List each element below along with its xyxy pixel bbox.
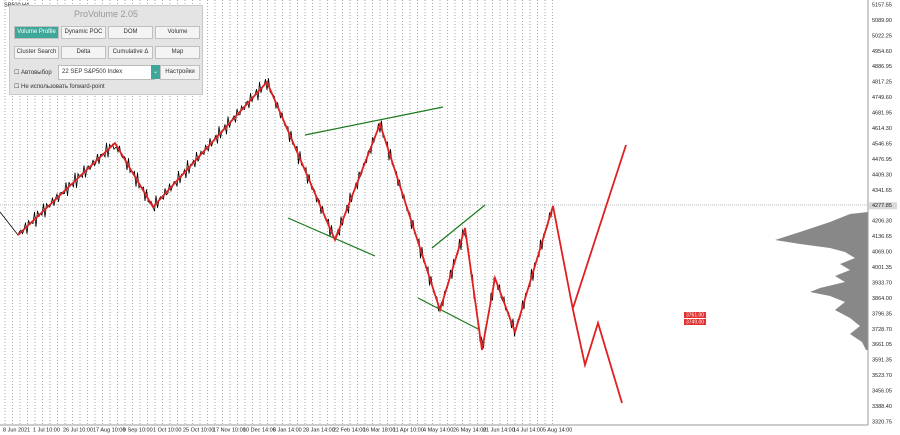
price-label: 5089.90 (872, 18, 892, 24)
time-label: 26 Jul 10:00 (63, 427, 93, 433)
level-label: 3749.00 (686, 319, 704, 325)
time-label: 1 Oct 10:00 (153, 427, 181, 433)
projection (572, 144, 627, 309)
price-label: 4206.30 (872, 219, 892, 225)
auto-select-label: Автовыбор (21, 70, 52, 76)
settings-button[interactable]: Настройки (160, 65, 200, 80)
panel-button[interactable]: Delta (61, 46, 106, 59)
time-label: 22 Feb 14:00 (333, 427, 365, 433)
time-label: 21 Jun 14:00 (483, 427, 515, 433)
price-label: 4886.95 (872, 64, 892, 70)
time-label: 14 Jul 14:00 (513, 427, 543, 433)
price-label: 3388.40 (872, 404, 892, 410)
panel-button[interactable]: Cumulative Δ (108, 46, 153, 59)
time-label: 17 Aug 10:00 (93, 427, 125, 433)
dropdown[interactable]: ⌄ (151, 65, 160, 79)
forward-point[interactable]: ☐ Не использовать forward-point (14, 84, 105, 90)
price-label: 4614.30 (872, 126, 892, 132)
time-label: 8 Jun 2021 (3, 427, 30, 433)
level-box (684, 312, 706, 318)
price-label: 3796.35 (872, 311, 892, 317)
price-label: 3728.70 (872, 327, 892, 333)
time-label: 26 May 14:00 (453, 427, 486, 433)
time-label: 1 Jul 10:00 (33, 427, 60, 433)
trend-line (287, 217, 376, 257)
provolume-panel: ProVolume 2.05 Volume Profile Dynamic POC… (9, 5, 203, 95)
time-label: 16 Mar 18:00 (363, 427, 395, 433)
time-label: 17 Nov 10:00 (213, 427, 246, 433)
panel-button[interactable]: Dynamic POC (61, 26, 106, 39)
price-label: 3864.00 (872, 296, 892, 302)
price-label: 4136.65 (872, 234, 892, 240)
time-label: 5 Jan 14:00 (273, 427, 302, 433)
price-label: 4277.85 (872, 203, 892, 209)
price-label: 3523.70 (872, 373, 892, 379)
grid (4, 0, 553, 425)
price-line (0, 78, 553, 349)
instrument: 22 SEP S&P500 Index (62, 69, 123, 75)
time-label: 9 Sep 10:00 (123, 427, 153, 433)
price-label: 4069.00 (872, 250, 892, 256)
time-label: 11 Apr 10:00 (393, 427, 424, 433)
trend-line (431, 204, 486, 249)
price-label: 4546.65 (872, 141, 892, 147)
price-label: 3320.75 (872, 419, 892, 425)
price-label: 5157.55 (872, 2, 892, 8)
time-label: 10 Dec 14:00 (243, 427, 276, 433)
level-label: 3761.00 (686, 312, 704, 318)
panel-button[interactable]: Map (155, 46, 200, 59)
forward-point-label: Не использовать forward-point (21, 84, 105, 90)
time-label: 25 Oct 10:00 (183, 427, 215, 433)
price-label: 4817.25 (872, 80, 892, 86)
time-label: 5 Aug 14:00 (543, 427, 572, 433)
price-label: 4954.60 (872, 49, 892, 55)
zigzag (17, 80, 623, 404)
panel-title: ProVolume 2.05 (73, 9, 139, 19)
price-label: 4409.30 (872, 172, 892, 178)
auto-select[interactable]: ☐ Автовыбор (14, 70, 52, 76)
panel-button[interactable]: DOM (108, 26, 153, 39)
price-label: 4341.65 (872, 188, 892, 194)
trend-line (417, 297, 481, 331)
price-label: 4001.35 (872, 265, 892, 271)
time-label: 4 May 14:00 (423, 427, 453, 433)
instrument-select[interactable]: 22 SEP S&P500 Index (58, 65, 155, 80)
price-label: 3661.05 (872, 342, 892, 348)
panel-button[interactable]: Cluster Search (14, 46, 59, 59)
price-label: 4681.95 (872, 111, 892, 117)
panel-button[interactable]: Volume Profile (14, 26, 59, 39)
volume-profile (775, 212, 868, 350)
level-box (684, 319, 706, 325)
axes: 5157.55 5089.90 5022.25 4954.60 4886.95 4817.… (3, 2, 897, 433)
trend-line (304, 106, 444, 136)
price-label: 4476.95 (872, 157, 892, 163)
current-price-box (869, 202, 897, 210)
price-label: 3933.70 (872, 280, 892, 286)
time-label: 28 Jan 14:00 (303, 427, 335, 433)
panel-button[interactable]: Volume (155, 26, 200, 39)
price-label: 3456.05 (872, 389, 892, 395)
price-label: 4749.60 (872, 95, 892, 101)
price-label: 5022.25 (872, 33, 892, 39)
price-label: 3591.35 (872, 358, 892, 364)
